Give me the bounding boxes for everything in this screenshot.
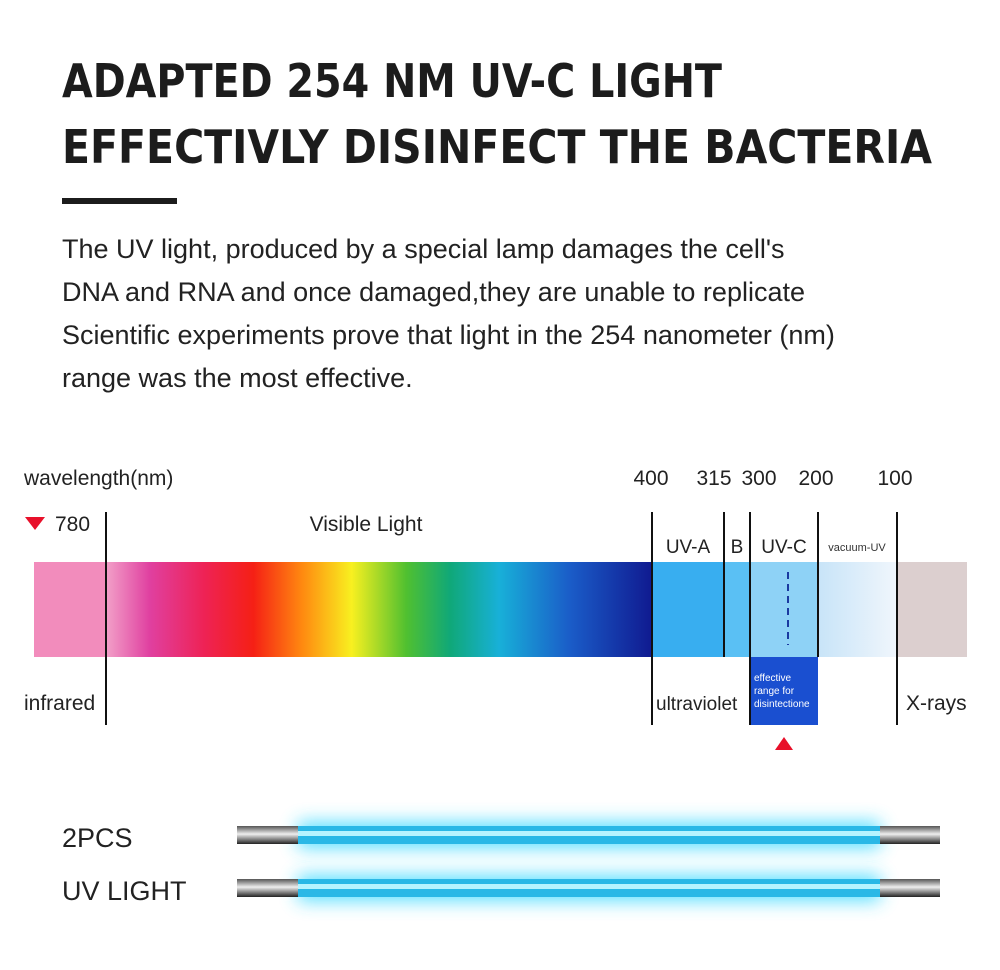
band-label: B [731,537,744,558]
product-label: UV LIGHT [62,876,187,906]
band-infrared [34,562,106,657]
body-line: Scientific experiments prove that light … [62,320,835,350]
band-uvc [750,562,818,657]
marker [25,517,45,530]
band-label: UV-A [666,537,711,558]
wavelength: 400 [633,467,668,490]
title-line: EFFECTIVLY DISINFECT THE BACTERIA [62,120,932,174]
marker [775,737,793,750]
spectrum: wavelength(nm) 780 Visible Light 400 315… [23,467,967,750]
wavelength: 780 [55,513,90,536]
band-label: vacuum-UV [828,542,886,554]
wavelength: 315 [696,467,731,490]
title-line: ADAPTED 254 NM UV-C LIGHT [62,54,723,108]
region-label: infrared [24,692,95,715]
band-visible [106,562,652,657]
effective-text: range for [754,686,795,697]
effective-text: disintectione [754,699,810,710]
wavelength: 100 [877,467,912,490]
band-uvb [724,562,750,657]
dividers [105,512,898,725]
product-label: 2PCS [62,823,133,853]
body: The UV light, produced by a special lamp… [62,234,835,393]
band-vacuum [818,562,897,657]
band-xray [897,562,967,657]
lamps: 2PCS UV LIGHT [62,822,940,906]
effective-box [751,657,818,725]
title-rule [62,198,177,204]
region-label: ultraviolet [656,694,738,715]
wavelength: 300 [741,467,776,490]
body-line: range was the most effective. [62,363,413,393]
band-label: UV-C [761,537,806,558]
visible-label: Visible Light [310,513,423,536]
body-line: DNA and RNA and once damaged,they are un… [62,277,805,307]
band-uva [652,562,724,657]
wavelength: 200 [798,467,833,490]
lamp [237,875,940,901]
lamp [237,822,940,848]
region-label: X-rays [906,692,967,715]
axis-label: wavelength(nm) [23,467,173,490]
effective-text: effective [754,673,791,684]
title: ADAPTED 254 NM UV-C LIGHT EFFECTIVLY DIS… [62,54,932,174]
body-line: The UV light, produced by a special lamp… [62,234,785,264]
